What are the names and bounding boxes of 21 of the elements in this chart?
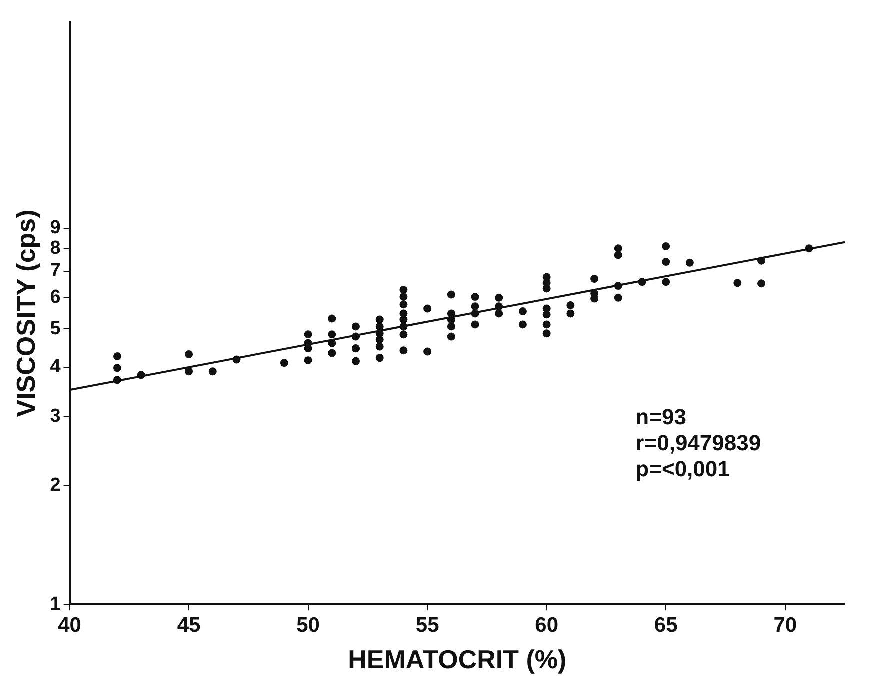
annotation: n=93 [636,404,686,430]
annotation: p=<0,001 [636,456,730,482]
y-tick-label: 7 [50,260,61,282]
x-tick-label: 40 [58,614,82,637]
y-tick-label: 8 [50,238,61,259]
y-tick-label: 3 [50,406,61,427]
y-axis-title: VISCOSITY (cps) [10,210,41,418]
x-tick-label: 65 [654,614,678,637]
y-tick-label: 9 [50,218,61,239]
x-tick-label: 60 [535,614,559,637]
y-tick-label: 1 [50,594,62,615]
y-tick-label: 6 [50,287,61,308]
annotation: r=0,9479839 [636,430,762,456]
x-tick-label: 50 [296,614,320,637]
x-tick-label: 55 [416,614,440,637]
x-tick-label: 45 [177,614,202,637]
y-tick-label: 4 [50,356,62,378]
y-tick-label: 5 [50,318,62,340]
x-axis-title: HEMATOCRIT (%) [348,644,567,675]
x-tick-label: 70 [774,614,798,637]
y-tick-label: 2 [50,475,61,496]
